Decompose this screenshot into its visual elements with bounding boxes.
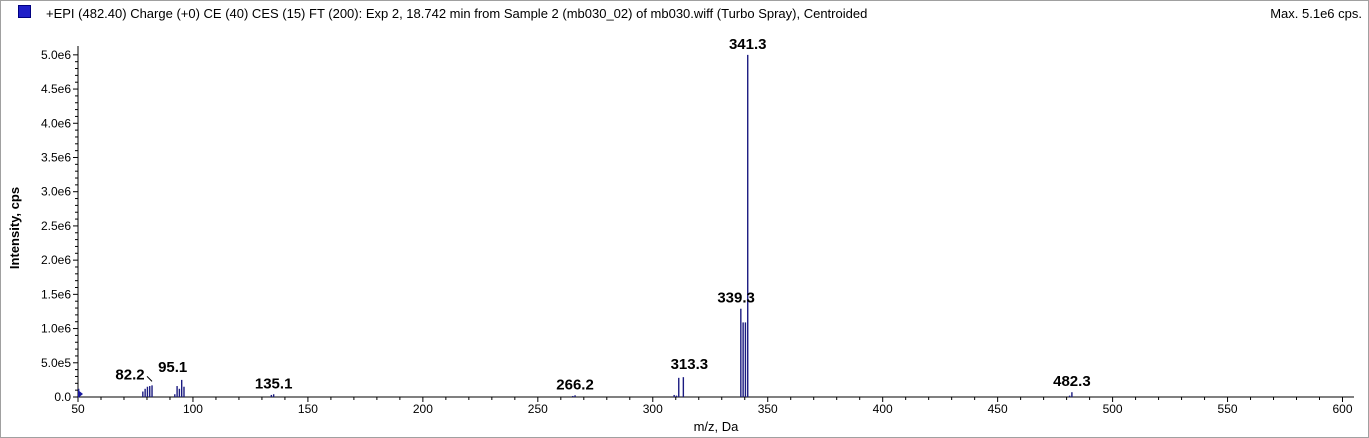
x-tick-label: 500 (1103, 402, 1123, 416)
peak-label: 135.1 (255, 375, 293, 392)
peak-label: 82.2 (115, 366, 144, 383)
x-tick-label: 100 (183, 402, 203, 416)
spectrum-title: +EPI (482.40) Charge (+0) CE (40) CES (1… (46, 6, 868, 21)
x-tick-label: 50 (71, 402, 85, 416)
x-tick-label: 150 (298, 402, 318, 416)
x-tick-label: 250 (528, 402, 548, 416)
peak-label: 266.2 (556, 376, 594, 393)
peak-labels: 341.3 339.3 313.3 266.2 482.3 135.1 95.1 82.2 (115, 36, 1090, 393)
x-tick-label: 300 (643, 402, 663, 416)
max-intensity-label: Max. 5.1e6 cps. (1270, 6, 1362, 21)
y-tick-label: 4.5e6 (41, 82, 71, 96)
y-tick-label: 1.5e6 (41, 287, 71, 301)
peak-label: 482.3 (1053, 373, 1091, 390)
x-tick-label: 600 (1332, 402, 1352, 416)
y-tick-label: 1.0e6 (41, 322, 71, 336)
header-bar: +EPI (482.40) Charge (+0) CE (40) CES (1… (1, 1, 1368, 25)
y-tick-label: 2.0e6 (41, 253, 71, 267)
x-tick-label: 550 (1218, 402, 1238, 416)
x-axis-title: m/z, Da (694, 419, 740, 434)
y-axis-title: Intensity, cps (7, 187, 22, 269)
peak-label: 313.3 (671, 356, 709, 373)
y-tick-label: 5.0e5 (41, 356, 71, 370)
y-tick-label: 4.0e6 (41, 116, 71, 130)
y-axis-ticks: 0.0 5.0e5 1.0e6 1.5e6 2.0e6 2.5e6 3.0e6 3.5e6 4.… (41, 48, 78, 404)
x-tick-label: 350 (758, 402, 778, 416)
x-tick-label: 400 (873, 402, 893, 416)
legend-swatch-icon[interactable] (18, 5, 31, 18)
y-tick-label: 3.5e6 (41, 150, 71, 164)
peak-series (77, 54, 1073, 398)
leader-line (146, 376, 153, 382)
y-tick-label: 0.0 (54, 390, 71, 404)
peak-label: 339.3 (717, 290, 755, 307)
peak-label: 95.1 (158, 359, 187, 376)
x-tick-label: 200 (413, 402, 433, 416)
x-axis-ticks: 50 100 150 200 250 300 350 400 450 500 550 600 (71, 397, 1353, 416)
peak-label: 341.3 (729, 36, 767, 53)
axis-edge-marker (78, 390, 83, 398)
y-tick-label: 5.0e6 (41, 48, 71, 62)
axes (77, 46, 1354, 398)
x-tick-label: 450 (988, 402, 1008, 416)
y-tick-label: 2.5e6 (41, 219, 71, 233)
y-tick-label: 3.0e6 (41, 185, 71, 199)
